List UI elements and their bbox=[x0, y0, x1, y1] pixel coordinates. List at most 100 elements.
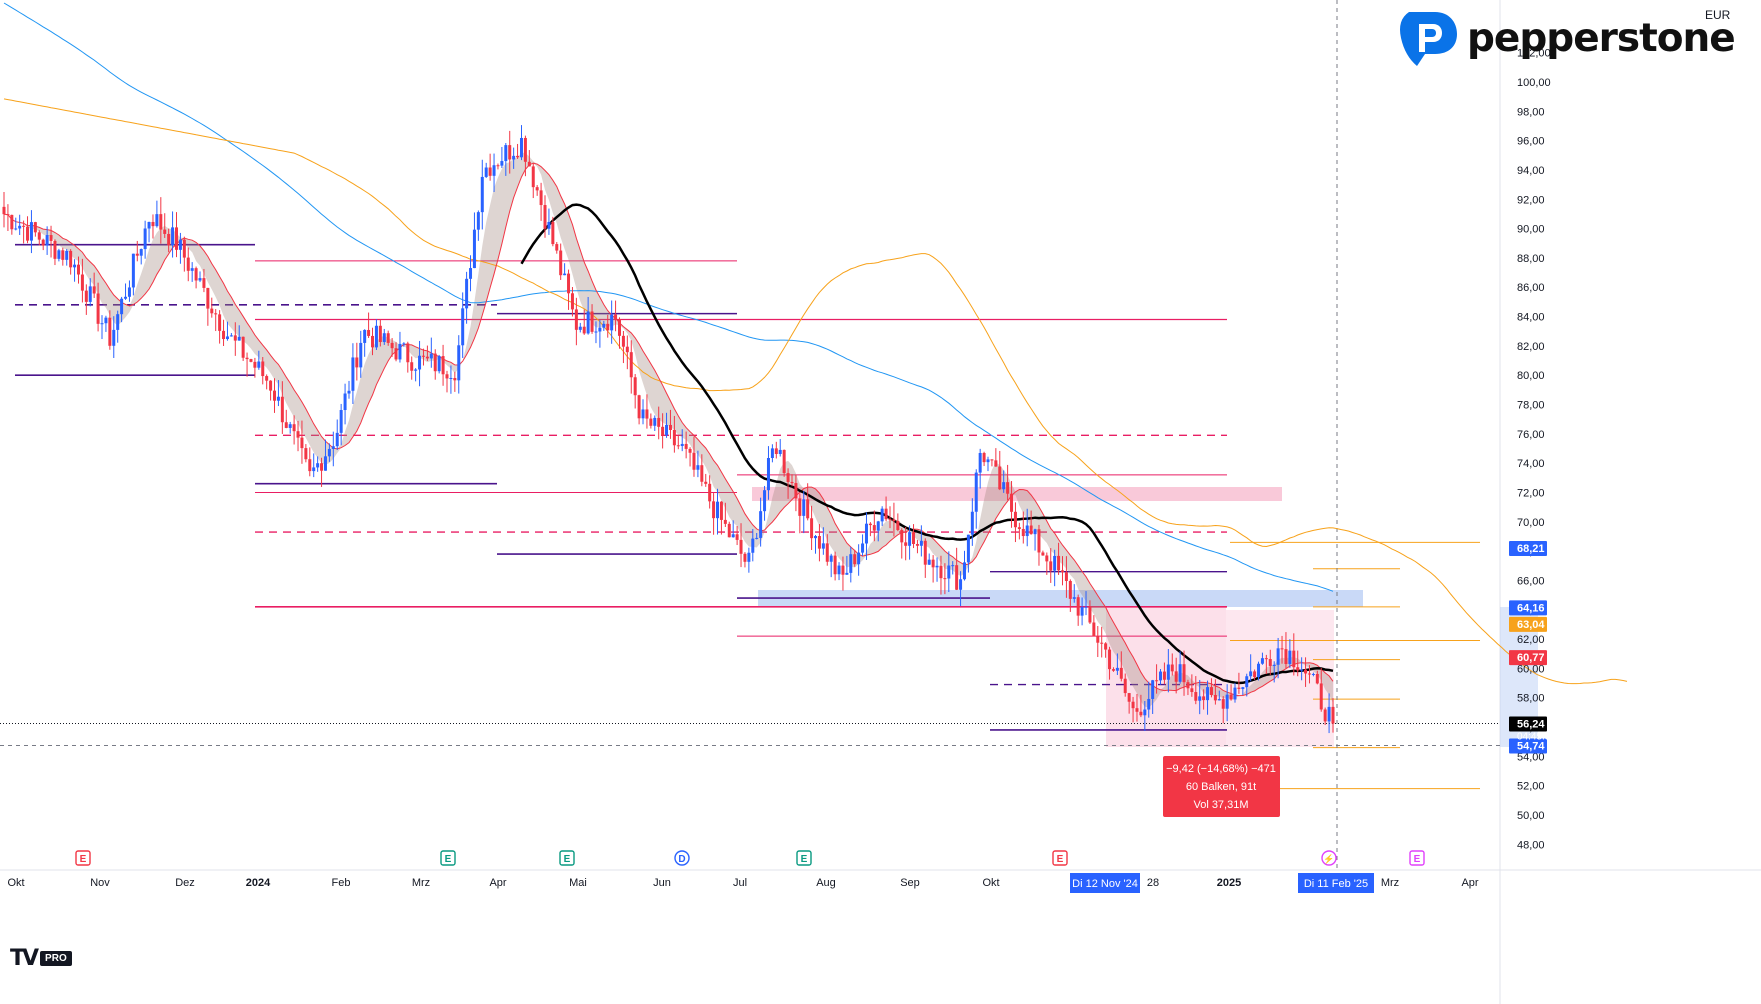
price-tick-label: 86,00 bbox=[1517, 282, 1545, 294]
candle-body bbox=[210, 308, 214, 314]
measure-tooltip-bars: 60 Balken, 91t bbox=[1186, 781, 1256, 793]
candle-body bbox=[1131, 701, 1135, 709]
candle-body bbox=[398, 343, 402, 360]
candle-body bbox=[1151, 680, 1155, 699]
candle-body bbox=[959, 579, 963, 590]
event-marker-icon[interactable]: D bbox=[674, 850, 690, 866]
price-label-box bbox=[1509, 541, 1547, 557]
time-tick-label: 28 bbox=[1147, 877, 1159, 889]
candle-body bbox=[1033, 529, 1037, 535]
candle-body bbox=[696, 465, 700, 470]
price-label-box bbox=[1509, 716, 1547, 732]
candle-body bbox=[892, 519, 896, 521]
time-tick-label: Jul bbox=[733, 877, 747, 889]
candle-body bbox=[312, 467, 316, 472]
candle-body bbox=[1100, 642, 1104, 644]
candle-body bbox=[1257, 663, 1261, 678]
event-marker-frame bbox=[1409, 850, 1425, 866]
sma-20-line bbox=[3, 162, 1334, 697]
candle-body bbox=[982, 452, 986, 463]
candle-body bbox=[814, 536, 818, 539]
candles bbox=[2, 125, 1335, 734]
candle-body bbox=[864, 523, 868, 544]
candle-body bbox=[308, 459, 312, 472]
event-marker-icon[interactable]: E bbox=[440, 850, 456, 866]
candle-body bbox=[559, 250, 563, 276]
candle-body bbox=[931, 559, 935, 568]
event-marker-icon[interactable]: E bbox=[559, 850, 575, 866]
candle-body bbox=[1260, 658, 1264, 664]
pepperstone-p-icon bbox=[1400, 12, 1457, 66]
candle-body bbox=[65, 250, 69, 260]
candle-body bbox=[371, 335, 375, 348]
candle-body bbox=[425, 356, 429, 359]
tv-pro-badge: PRO bbox=[40, 951, 72, 966]
candle-body bbox=[1013, 511, 1017, 528]
price-tick-label: 54,00 bbox=[1517, 751, 1545, 763]
support-zone bbox=[758, 590, 1363, 607]
currency-label[interactable]: EUR bbox=[1705, 8, 1731, 22]
candle-body bbox=[586, 311, 590, 334]
candle-body bbox=[657, 417, 661, 427]
candle-body bbox=[1300, 669, 1304, 671]
candle-body bbox=[810, 518, 814, 539]
candle-body bbox=[1060, 570, 1064, 573]
candle-body bbox=[1017, 527, 1021, 529]
candle-body bbox=[782, 449, 786, 474]
candle-body bbox=[359, 342, 363, 368]
candle-body bbox=[935, 565, 939, 568]
candle-body bbox=[327, 448, 331, 457]
candle-body bbox=[884, 508, 888, 520]
candle-body bbox=[665, 424, 669, 436]
candle-body bbox=[523, 137, 527, 162]
candle-body bbox=[727, 523, 731, 538]
candle-body bbox=[124, 296, 128, 299]
candle-body bbox=[1092, 622, 1096, 637]
sma-50-line bbox=[3, 98, 1628, 685]
candle-body bbox=[876, 521, 880, 531]
candle-body bbox=[453, 377, 457, 381]
candle-body bbox=[845, 572, 849, 575]
price-tick-label: 84,00 bbox=[1517, 312, 1545, 324]
candle-body bbox=[1194, 692, 1198, 701]
lightning-icon: ⚡ bbox=[1323, 853, 1334, 865]
candle-body bbox=[1088, 606, 1092, 623]
candle-body bbox=[1331, 706, 1335, 724]
candle-body bbox=[1127, 693, 1131, 702]
candle-body bbox=[382, 333, 386, 343]
candle-body bbox=[10, 214, 14, 230]
candle-body bbox=[69, 250, 73, 268]
candle-body bbox=[402, 343, 406, 345]
candle-body bbox=[1159, 671, 1163, 681]
tradingview-logo[interactable]: TV PRO bbox=[10, 946, 72, 971]
candle-body bbox=[551, 221, 555, 245]
candle-body bbox=[708, 483, 712, 502]
candle-body bbox=[29, 222, 33, 241]
time-tick-label: Apr bbox=[1461, 877, 1478, 889]
time-tick-label: Apr bbox=[489, 877, 506, 889]
candle-body bbox=[896, 520, 900, 531]
candle-body bbox=[229, 335, 233, 337]
candle-body bbox=[1072, 597, 1076, 599]
event-marker-icon[interactable]: E bbox=[75, 850, 91, 866]
candle-body bbox=[1249, 671, 1253, 677]
event-marker-icon[interactable]: E bbox=[796, 850, 812, 866]
candle-body bbox=[6, 214, 10, 216]
tv-mark-icon: TV bbox=[10, 946, 39, 971]
candle-body bbox=[649, 418, 653, 426]
candle-body bbox=[1217, 699, 1221, 701]
candle-body bbox=[174, 227, 178, 250]
candle-body bbox=[225, 336, 229, 340]
candle-body bbox=[49, 235, 53, 241]
candle-body bbox=[574, 309, 578, 330]
candle-body bbox=[182, 239, 186, 258]
candle-body bbox=[1139, 711, 1143, 716]
candle-body bbox=[1166, 664, 1170, 680]
event-marker-icon[interactable]: E bbox=[1409, 850, 1425, 866]
candle-body bbox=[390, 342, 394, 349]
candle-body bbox=[629, 352, 633, 378]
candle-body bbox=[947, 565, 951, 579]
event-marker-icon[interactable]: E bbox=[1052, 850, 1068, 866]
price-tick-label: 92,00 bbox=[1517, 194, 1545, 206]
